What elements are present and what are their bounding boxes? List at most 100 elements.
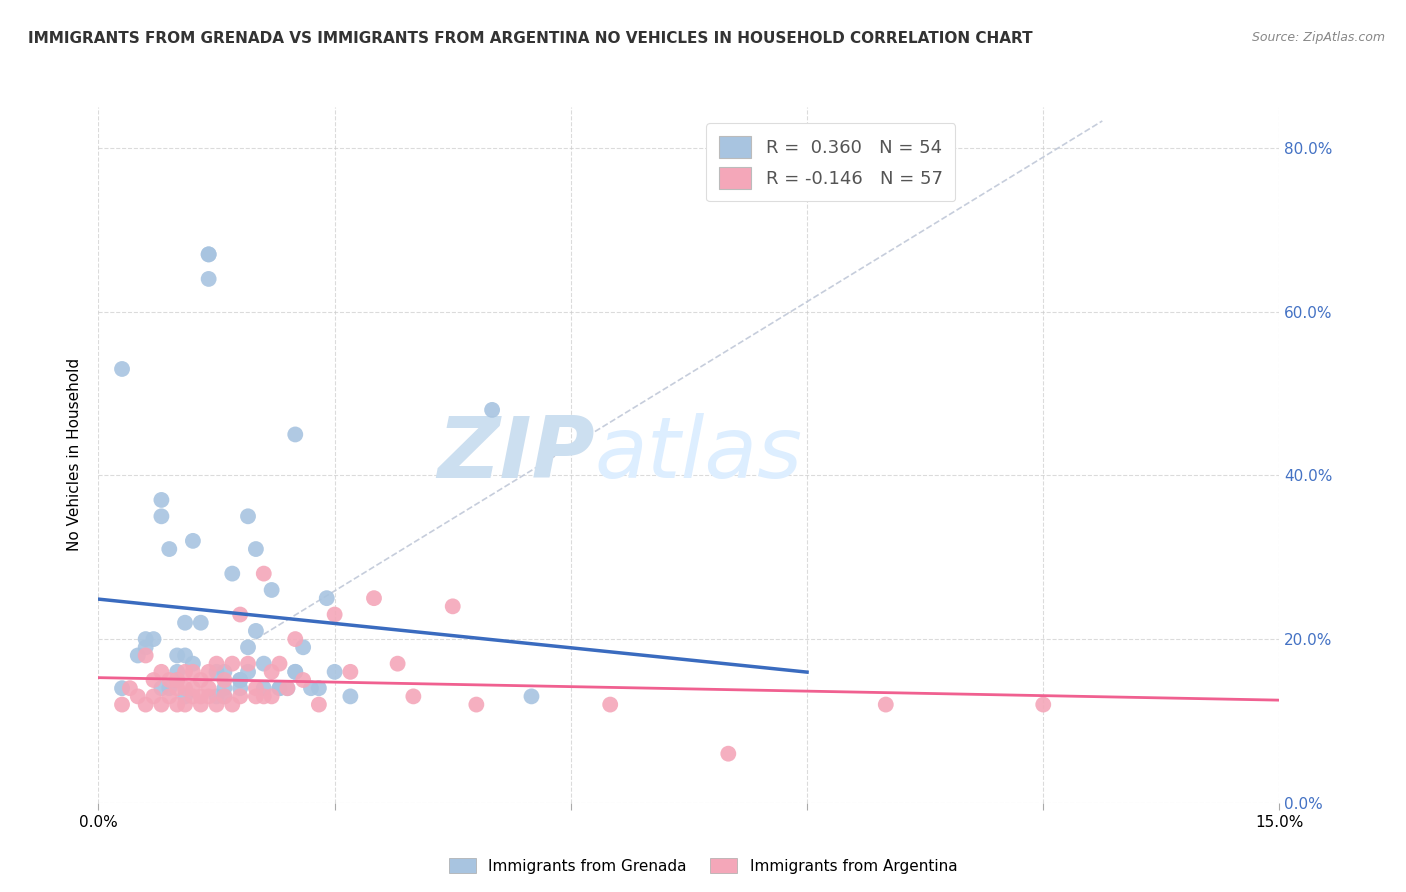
Y-axis label: No Vehicles in Household: No Vehicles in Household	[67, 359, 83, 551]
Point	[214, 690, 236, 704]
Point	[166, 673, 188, 687]
Text: IMMIGRANTS FROM GRENADA VS IMMIGRANTS FROM ARGENTINA NO VEHICLES IN HOUSEHOLD CO: IMMIGRANTS FROM GRENADA VS IMMIGRANTS FR…	[28, 31, 1033, 46]
Point	[363, 591, 385, 606]
Point	[111, 681, 134, 696]
Point	[142, 690, 165, 704]
Point	[181, 681, 204, 696]
Point	[135, 640, 157, 655]
Point	[387, 657, 409, 671]
Point	[150, 681, 173, 696]
Point	[190, 615, 212, 630]
Point	[315, 591, 337, 606]
Point	[717, 747, 740, 761]
Point	[229, 681, 252, 696]
Point	[308, 681, 330, 696]
Point	[875, 698, 897, 712]
Point	[253, 657, 276, 671]
Point	[174, 690, 197, 704]
Point	[229, 607, 252, 622]
Point	[205, 657, 228, 671]
Point	[236, 509, 259, 524]
Point	[214, 690, 236, 704]
Point	[181, 533, 204, 548]
Point	[197, 272, 219, 286]
Point	[174, 648, 197, 663]
Point	[214, 673, 236, 687]
Point	[166, 681, 188, 696]
Point	[197, 681, 219, 696]
Point	[323, 607, 346, 622]
Point	[236, 665, 259, 679]
Point	[269, 657, 291, 671]
Point	[135, 632, 157, 646]
Point	[284, 632, 307, 646]
Point	[245, 624, 267, 638]
Point	[481, 403, 503, 417]
Point	[150, 492, 173, 507]
Point	[190, 690, 212, 704]
Point	[284, 665, 307, 679]
Point	[284, 427, 307, 442]
Point	[339, 665, 361, 679]
Point	[599, 698, 621, 712]
Point	[166, 673, 188, 687]
Point	[245, 681, 267, 696]
Point	[221, 566, 243, 581]
Point	[197, 665, 219, 679]
Point	[236, 657, 259, 671]
Point	[157, 681, 180, 696]
Point	[253, 690, 276, 704]
Point	[214, 681, 236, 696]
Point	[205, 665, 228, 679]
Point	[441, 599, 464, 614]
Point	[197, 690, 219, 704]
Point	[260, 665, 283, 679]
Point	[190, 698, 212, 712]
Point	[323, 665, 346, 679]
Point	[229, 690, 252, 704]
Point	[157, 690, 180, 704]
Point	[269, 681, 291, 696]
Point	[229, 673, 252, 687]
Point	[157, 542, 180, 557]
Point	[111, 698, 134, 712]
Point	[253, 566, 276, 581]
Point	[339, 690, 361, 704]
Point	[142, 632, 165, 646]
Point	[229, 673, 252, 687]
Point	[150, 698, 173, 712]
Point	[135, 698, 157, 712]
Point	[245, 690, 267, 704]
Point	[127, 690, 149, 704]
Point	[253, 681, 276, 696]
Point	[245, 542, 267, 557]
Point	[402, 690, 425, 704]
Text: atlas: atlas	[595, 413, 803, 497]
Point	[276, 681, 298, 696]
Point	[181, 690, 204, 704]
Point	[181, 665, 204, 679]
Point	[205, 698, 228, 712]
Point	[174, 681, 197, 696]
Point	[150, 509, 173, 524]
Point	[127, 648, 149, 663]
Point	[308, 698, 330, 712]
Point	[157, 673, 180, 687]
Point	[166, 698, 188, 712]
Point	[190, 673, 212, 687]
Legend: R =  0.360   N = 54, R = -0.146   N = 57: R = 0.360 N = 54, R = -0.146 N = 57	[706, 123, 955, 202]
Text: Source: ZipAtlas.com: Source: ZipAtlas.com	[1251, 31, 1385, 45]
Point	[174, 615, 197, 630]
Point	[166, 648, 188, 663]
Point	[150, 665, 173, 679]
Point	[236, 640, 259, 655]
Point	[269, 681, 291, 696]
Point	[292, 673, 315, 687]
Point	[118, 681, 141, 696]
Point	[221, 698, 243, 712]
Point	[135, 648, 157, 663]
Point	[284, 665, 307, 679]
Point	[465, 698, 488, 712]
Point	[205, 690, 228, 704]
Point	[174, 698, 197, 712]
